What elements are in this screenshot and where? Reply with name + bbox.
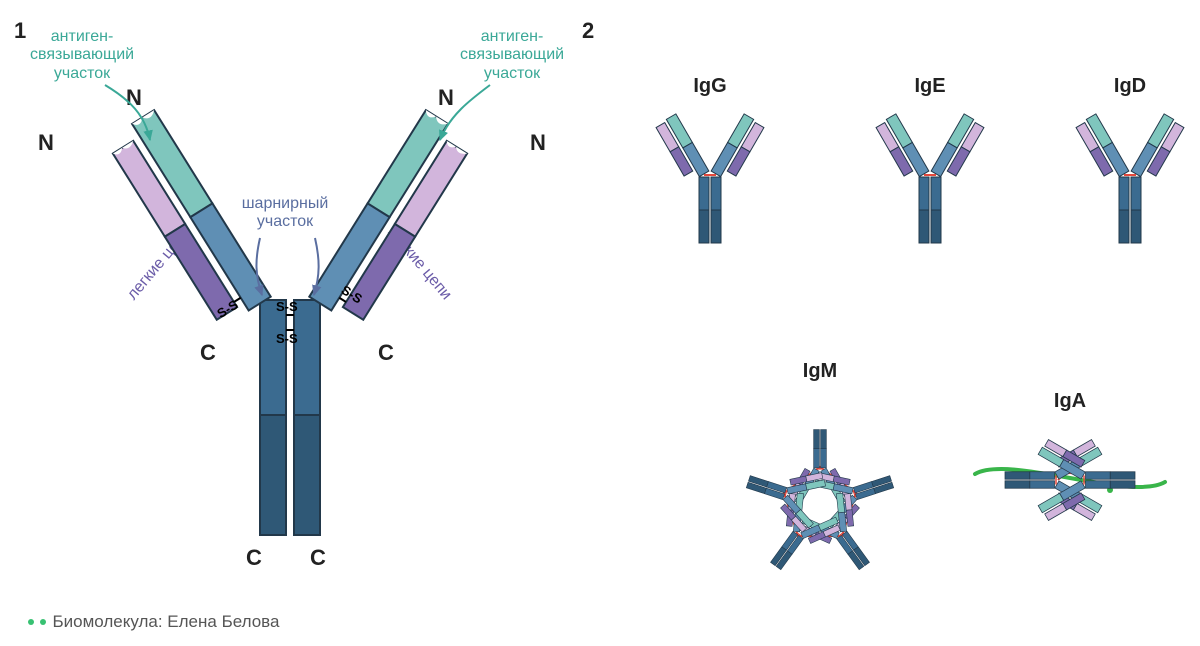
svg-text:S-S: S-S [276,299,298,314]
diagram-svg: S-S S-S S-S S-S [0,0,1200,646]
ig-ige [876,114,984,243]
ig-igd [1076,114,1184,243]
ig-iga [975,440,1165,521]
ig-igg [656,114,764,243]
svg-text:S-S: S-S [276,331,298,346]
big-antibody: S-S S-S S-S S-S [113,110,467,535]
ig-igm [739,430,902,585]
